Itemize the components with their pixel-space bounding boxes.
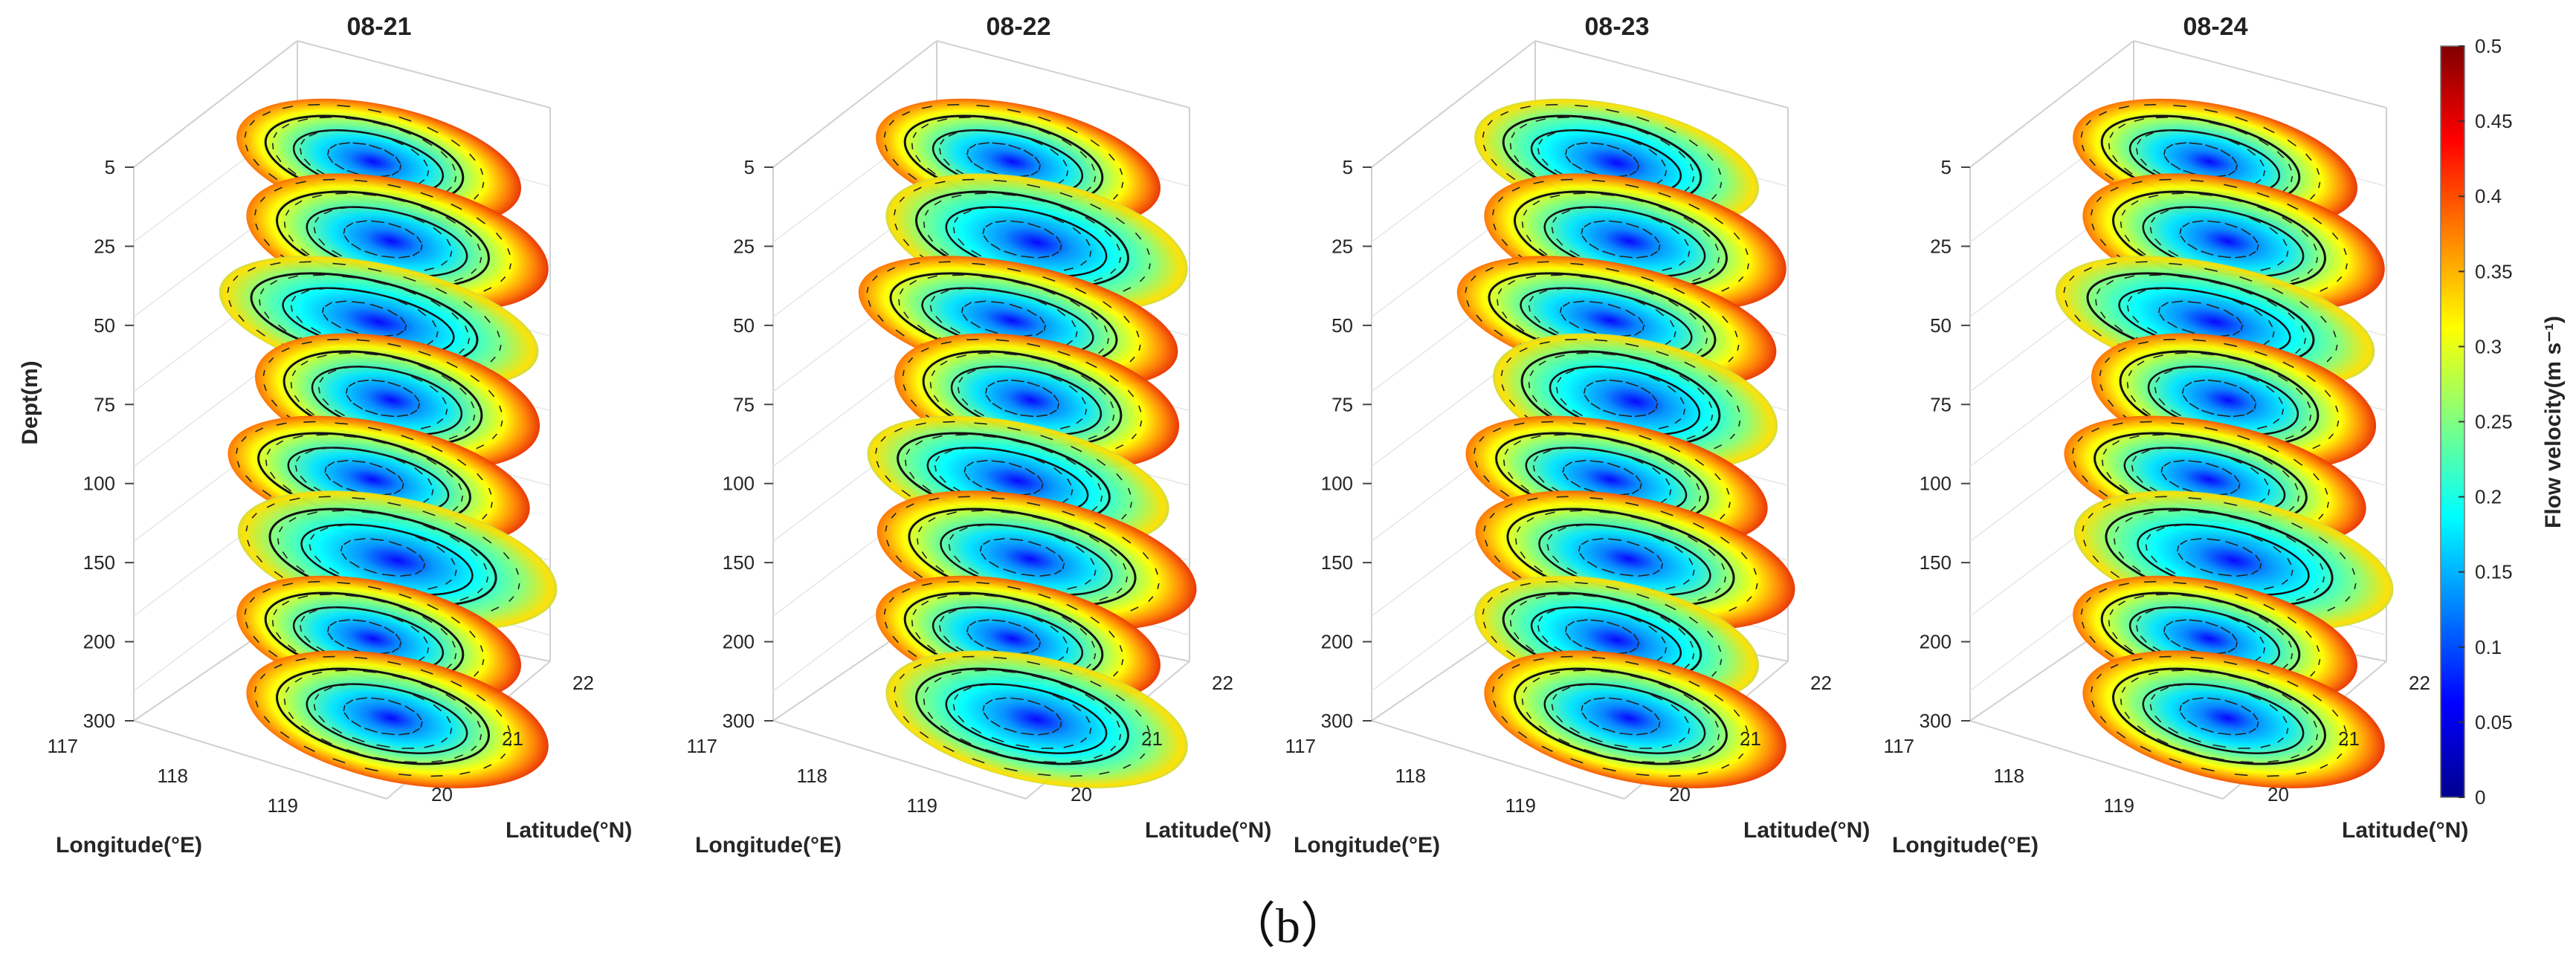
z-tick-label: 75 [94, 393, 115, 415]
z-tick-label: 50 [1331, 314, 1353, 337]
z-tick-label: 5 [1343, 156, 1353, 178]
z-tick-label: 200 [1920, 631, 1952, 653]
z-axis-label: Dept(m) [18, 360, 42, 444]
z-tick-label: 100 [1321, 473, 1353, 495]
z-tick-label: 150 [1321, 551, 1353, 574]
y-tick-label: 22 [572, 672, 594, 694]
z-tick-label: 300 [83, 710, 115, 732]
colorbar: 0 0.05 0.1 0.15 0.2 0.25 0.3 0.35 0.4 0.45 0.5 Flow… [2440, 35, 2566, 808]
y-tick-label: 21 [1740, 727, 1761, 750]
colorbar-tick-label: 0.2 [2475, 486, 2502, 508]
panel-title: 08-24 [2183, 13, 2248, 41]
z-tick-label: 200 [83, 631, 115, 653]
z-tick-label: 25 [1331, 235, 1353, 257]
z-tick-label: 75 [1331, 393, 1353, 415]
x-tick-label: 117 [48, 735, 78, 757]
z-tick-label: 300 [723, 710, 755, 732]
panel-08-22: 08-22 5 25 50 75 100 150 200 300 117 118 119 20 21 22 L… [687, 13, 1272, 858]
z-tick-label: 75 [733, 393, 755, 415]
z-tick-label: 5 [744, 156, 755, 178]
z-tick-label: 25 [1930, 235, 1952, 257]
z-tick-label: 25 [733, 235, 755, 257]
y-tick-label: 21 [502, 727, 523, 750]
x-axis-label: Longitude(°E) [1892, 833, 2038, 858]
colorbar-label: Flow velocity(m s⁻¹) [2541, 316, 2566, 528]
z-tick-label: 150 [83, 551, 115, 574]
z-tick-label: 300 [1920, 710, 1952, 732]
panel-08-24: 08-24 5 25 50 75 100 150 200 300 117 118 119 20 21 22 L… [1884, 13, 2469, 858]
y-tick-label: 21 [2338, 727, 2360, 750]
z-tick-label: 200 [1321, 631, 1353, 653]
x-tick-label: 117 [1285, 735, 1316, 757]
z-tick-label: 150 [723, 551, 755, 574]
z-tick-label: 5 [1941, 156, 1952, 178]
z-tick-label: 150 [1920, 551, 1952, 574]
x-axis-label: Longitude(°E) [56, 833, 202, 858]
colorbar-tick-label: 0.25 [2475, 411, 2513, 433]
panel-title: 08-23 [1585, 13, 1650, 41]
slice-300m [246, 650, 549, 788]
x-tick-label: 119 [2104, 794, 2134, 817]
colorbar-tick-label: 0.35 [2475, 260, 2513, 282]
colorbar-tick-label: 0 [2475, 786, 2485, 808]
x-tick-label: 117 [1884, 735, 1914, 757]
colorbar-tick-label: 0.4 [2475, 185, 2502, 207]
z-tick-label: 50 [94, 314, 115, 337]
x-tick-label: 119 [907, 794, 937, 817]
figure-label: （b） [1227, 899, 1349, 953]
x-tick-label: 118 [158, 765, 188, 787]
x-tick-label: 118 [1395, 765, 1426, 787]
y-tick-label: 20 [431, 783, 453, 805]
z-tick-label: 75 [1930, 393, 1952, 415]
x-tick-label: 117 [687, 735, 717, 757]
y-tick-label: 22 [1212, 672, 1233, 694]
colorbar-tick-label: 0.5 [2475, 35, 2502, 57]
colorbar-tick-label: 0.1 [2475, 636, 2502, 658]
colorbar-tick-label: 0.15 [2475, 561, 2513, 583]
y-tick-label: 22 [1810, 672, 1832, 694]
z-tick-label: 50 [1930, 314, 1952, 337]
colorbar-tick-label: 0.05 [2475, 711, 2513, 733]
y-tick-label: 20 [1669, 783, 1691, 805]
slice-300m [885, 650, 1188, 788]
x-tick-label: 119 [1505, 794, 1536, 817]
y-axis-label: Latitude(°N) [506, 818, 632, 843]
colorbar-tick-label: 0.3 [2475, 335, 2502, 357]
panel-title: 08-22 [987, 13, 1051, 41]
y-axis-label: Latitude(°N) [1145, 818, 1271, 843]
z-tick-label: 100 [83, 473, 115, 495]
z-tick-label: 25 [94, 235, 115, 257]
z-tick-label: 100 [723, 473, 755, 495]
x-axis-label: Longitude(°E) [695, 833, 842, 858]
x-tick-label: 118 [1994, 765, 2024, 787]
slice-300m [1484, 650, 1786, 788]
y-axis-label: Latitude(°N) [1743, 818, 1870, 843]
z-tick-label: 50 [733, 314, 755, 337]
slice-300m [2082, 650, 2385, 788]
z-tick-label: 300 [1321, 710, 1353, 732]
x-axis-label: Longitude(°E) [1294, 833, 1440, 858]
x-tick-label: 118 [797, 765, 827, 787]
y-tick-label: 22 [2409, 672, 2430, 694]
y-tick-label: 20 [2267, 783, 2289, 805]
colorbar-tick-label: 0.45 [2475, 110, 2513, 132]
y-tick-label: 20 [1071, 783, 1092, 805]
y-tick-label: 21 [1141, 727, 1163, 750]
z-tick-label: 5 [105, 156, 115, 178]
panel-title: 08-21 [347, 13, 412, 41]
z-tick-label: 200 [723, 631, 755, 653]
y-axis-label: Latitude(°N) [2342, 818, 2468, 843]
x-tick-label: 119 [268, 794, 298, 817]
z-tick-label: 100 [1920, 473, 1952, 495]
